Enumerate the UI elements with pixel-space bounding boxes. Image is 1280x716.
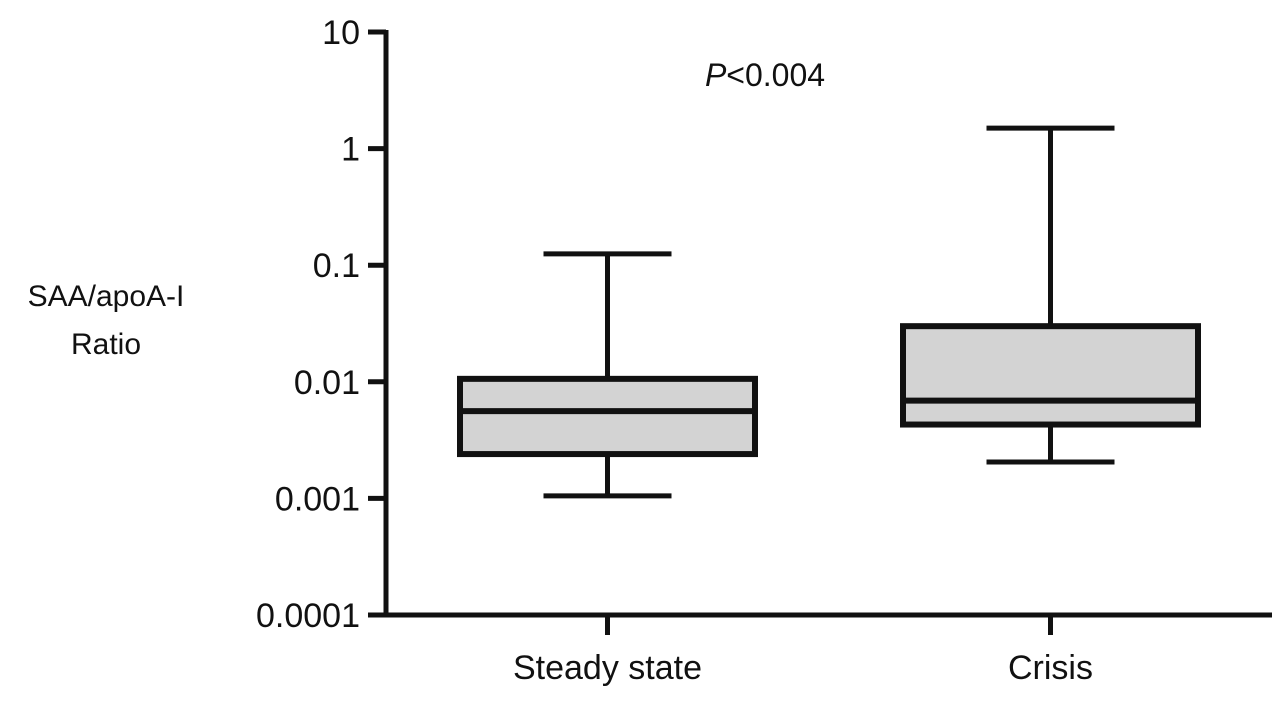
x-ticks: Steady state Crisis [513,615,1093,687]
y-tick-label: 0.001 [275,480,360,518]
y-tick-label: 0.1 [313,247,360,285]
p-value-text: <0.004 [726,57,825,93]
x-category-label: Steady state [513,649,702,687]
boxes [457,125,1201,499]
iqr-box [457,375,758,458]
y-tick-label: 10 [322,14,360,52]
y-tick-label: 0.01 [294,364,360,402]
box-1 [900,125,1201,465]
x-category-label: Crisis [1008,649,1093,687]
y-tick-label: 0.0001 [256,597,360,635]
y-tick-label: 1 [341,131,360,169]
y-axis-label-line-1: SAA/apoA-I [28,280,185,313]
box-0 [457,251,758,499]
axes [383,30,1272,618]
y-ticks: 10 1 0.1 0.01 0.001 0.0001 [256,14,386,635]
y-axis-label: SAA/apoA-I Ratio [28,280,185,361]
p-value-annotation: P<0.004 [705,57,825,93]
iqr-box [900,323,1201,428]
p-value-prefix: P [705,57,727,93]
y-axis-label-line-2: Ratio [71,328,141,361]
